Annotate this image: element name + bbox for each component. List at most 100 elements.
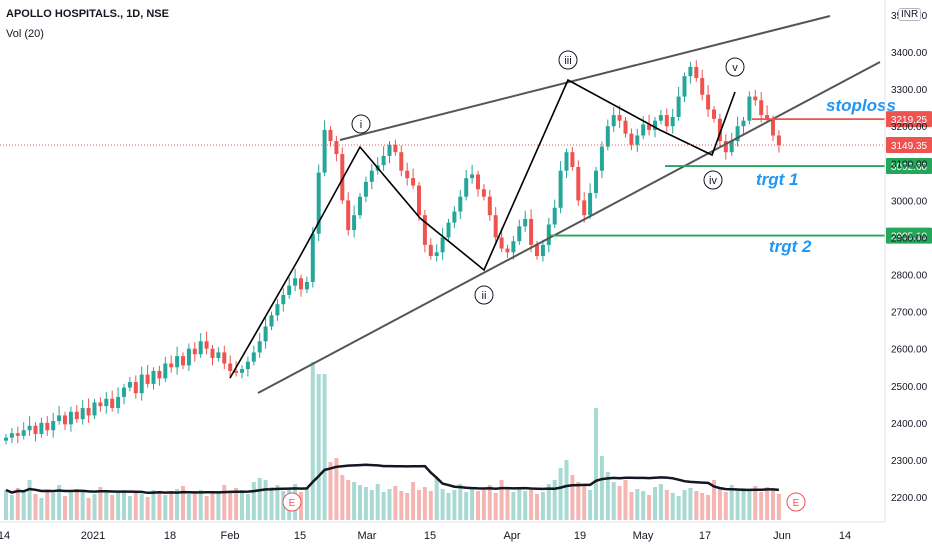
volume-bar [51, 493, 56, 520]
candle-body [452, 211, 457, 223]
volume-indicator-label[interactable]: Vol (20) [6, 28, 44, 40]
candle-body [446, 222, 451, 238]
candle-body [257, 341, 262, 353]
y-tick-label: 3300.00 [891, 85, 928, 96]
candle-body [216, 352, 221, 358]
x-tick-label: 14 [839, 530, 851, 542]
candle-body [387, 144, 392, 156]
volume-bar [222, 485, 227, 520]
upper-trendline [339, 15, 831, 141]
volume-bar [464, 492, 469, 520]
candle-body [181, 356, 185, 366]
volume-bar [80, 492, 85, 520]
candle-body [228, 363, 233, 371]
y-tick-label: 3100.00 [891, 159, 928, 170]
volume-bar [735, 490, 740, 520]
volume-bar [63, 496, 67, 520]
volume-bar [263, 480, 268, 520]
candle-body [434, 252, 439, 256]
volume-bar [706, 495, 711, 520]
volume-bar [39, 498, 44, 520]
lower-trendline [257, 61, 881, 394]
volume-bar [245, 494, 250, 520]
volume-bar [352, 482, 357, 520]
volume-bar [682, 490, 687, 520]
candle-body [464, 178, 469, 197]
candle-body [540, 244, 545, 256]
y-tick-label: 3200.00 [891, 122, 928, 133]
volume-bar [411, 482, 416, 520]
y-tick-label: 2400.00 [891, 419, 928, 430]
volume-bar [316, 374, 321, 520]
volume-bar [74, 489, 79, 520]
volume-bar [765, 487, 770, 520]
volume-bar [346, 480, 351, 520]
volume-bar [157, 493, 162, 520]
volume-bar [511, 492, 516, 520]
volume-bar [676, 496, 681, 520]
volume-bar [299, 492, 303, 520]
candle-body [275, 304, 280, 316]
wave-marker-v [725, 57, 745, 77]
candle-body [747, 96, 752, 121]
volume-bar [759, 492, 764, 520]
volume-bar [540, 492, 545, 520]
target1-label: trgt 1 [756, 170, 799, 189]
candle-body [481, 189, 486, 197]
volume-bar [582, 486, 587, 520]
price-badge-text-2: 3092.60 [891, 162, 928, 173]
candle-body [110, 398, 115, 409]
candle-body [15, 433, 20, 436]
candle-body [647, 124, 652, 130]
stoploss-label: stoploss [826, 96, 896, 115]
volume-bar [658, 484, 663, 520]
volume-bar [623, 480, 628, 520]
candle-body [688, 66, 693, 77]
volume-bar [186, 494, 191, 520]
price-badge-text-3: 2905.10 [891, 232, 928, 243]
volume-bar [139, 494, 144, 520]
volume-bar [21, 492, 26, 520]
candle-body [151, 370, 156, 384]
volume-bar [322, 374, 327, 520]
volume-bar [192, 492, 197, 520]
volume-bar [700, 493, 705, 520]
candle-body [363, 181, 368, 197]
trend-lines [0, 15, 885, 394]
volume-ma-line [5, 463, 780, 495]
candle-body [251, 352, 256, 362]
price-badge-text-0: 3219.25 [891, 115, 928, 126]
candle-body [210, 348, 215, 358]
price-badge-1 [886, 137, 932, 154]
volume-bar [422, 487, 427, 520]
candle-body [440, 237, 445, 253]
candle-body [175, 356, 180, 368]
volume-bar [269, 487, 274, 520]
y-tick-label: 2500.00 [891, 382, 928, 393]
y-tick-label: 2900.00 [891, 233, 928, 244]
candle-body [605, 126, 610, 147]
candle-body [74, 411, 79, 420]
candle-body [122, 387, 126, 397]
candle-body [393, 144, 398, 153]
candle-body [641, 124, 646, 136]
volume-bar [169, 491, 174, 520]
candle-body [765, 115, 770, 120]
candle-body [664, 115, 669, 127]
volume-bar [753, 486, 758, 520]
currency-badge[interactable]: INR [898, 8, 922, 21]
volume-bar [776, 494, 781, 520]
x-tick-label: Mar [358, 530, 377, 542]
volume-bar [204, 496, 209, 520]
volume-bar [594, 408, 598, 520]
candle-body [588, 192, 593, 216]
wave-marker-ii [474, 285, 494, 305]
volume-bar [86, 498, 91, 520]
candle-body [405, 170, 410, 179]
volume-bar [605, 472, 610, 520]
volume-bar [599, 456, 604, 520]
elliott-wave-path [229, 78, 736, 379]
candle-body [39, 422, 44, 434]
candle-body [340, 154, 345, 201]
